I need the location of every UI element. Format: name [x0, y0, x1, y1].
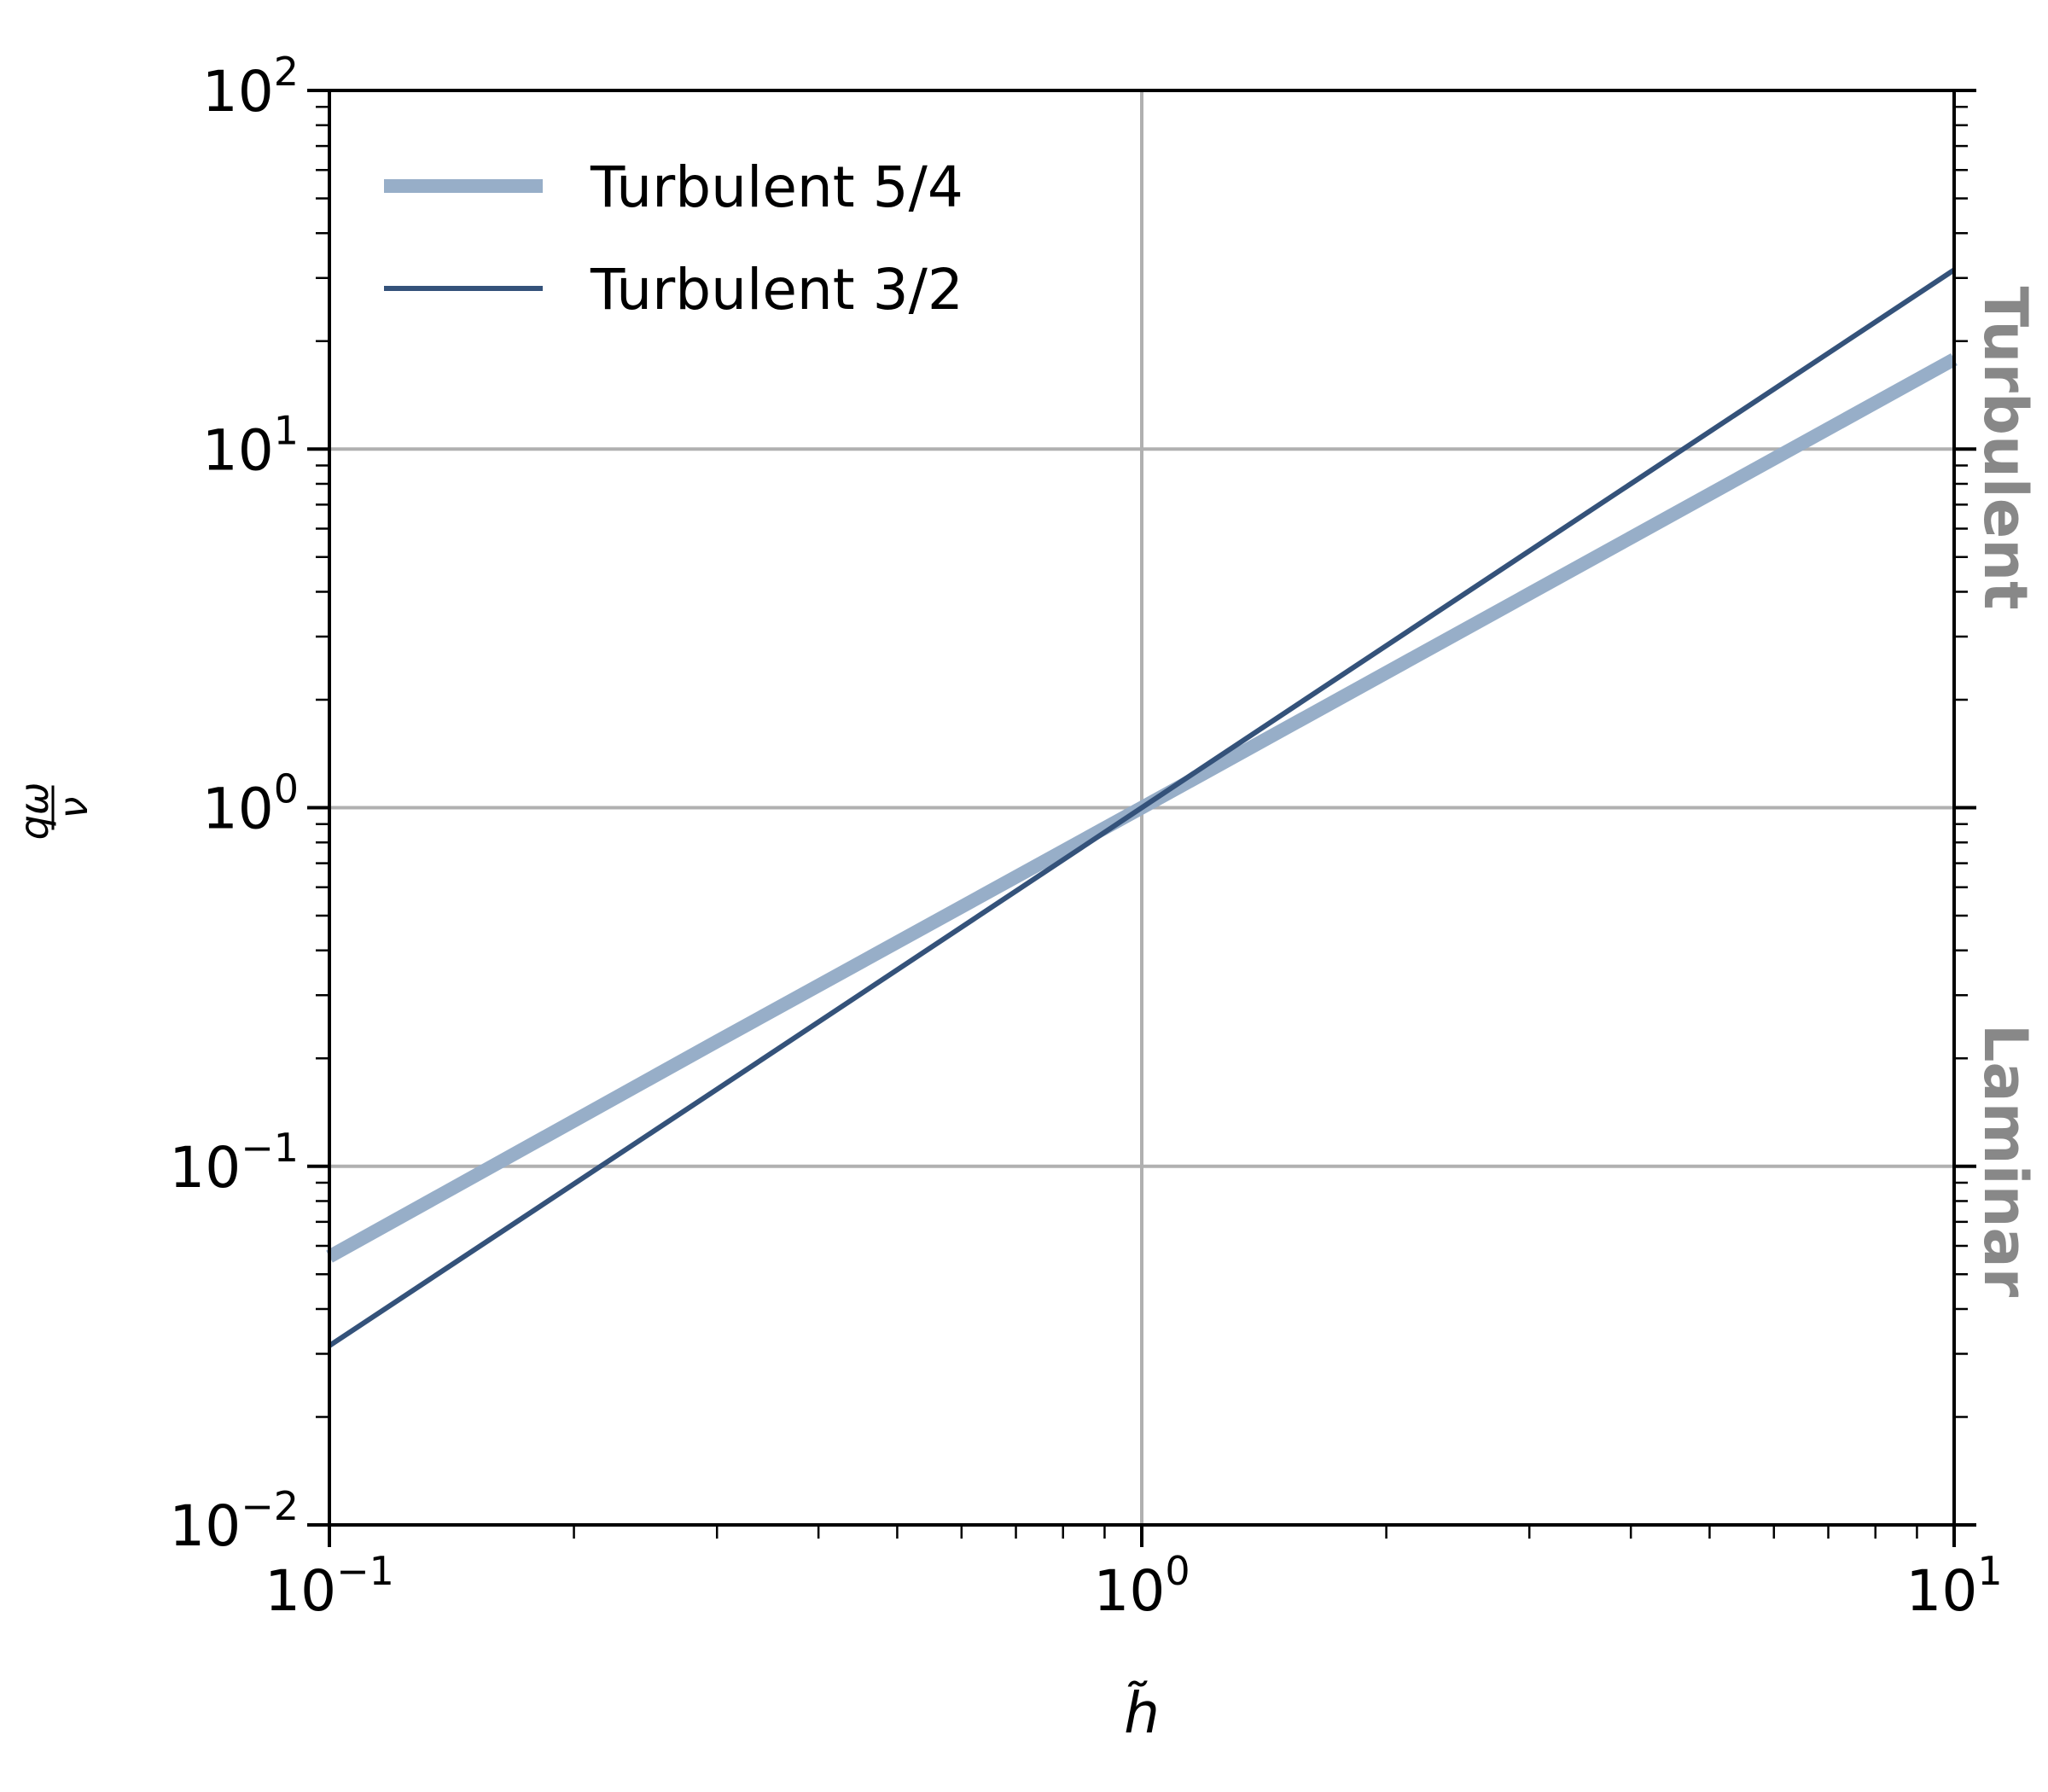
x-tick-label: 101	[1905, 1548, 2002, 1624]
series-line-turbulent-3-2	[328, 267, 1956, 1348]
y-tick-label: 101	[202, 407, 299, 483]
y-axis-label-numerator: qω	[11, 783, 57, 841]
annotation-laminar: Laminar	[1970, 1024, 2040, 1298]
y-tick-label: 10−2	[169, 1483, 299, 1559]
y-axis-label: qω ν	[11, 783, 96, 841]
x-tick-label: 100	[1093, 1548, 1190, 1624]
annotation-turbulent: Turbulent	[1970, 286, 2040, 609]
y-tick-label: 10−1	[169, 1125, 299, 1201]
x-tick-label: 10−1	[265, 1548, 394, 1624]
y-tick-label: 102	[202, 49, 299, 125]
y-axis-label-denominator: ν	[50, 797, 96, 819]
legend-label-turbulent-3-2: Turbulent 3/2	[590, 257, 963, 323]
legend-label-turbulent-5-4: Turbulent 5/4	[590, 154, 963, 220]
y-tick-label: 100	[202, 766, 299, 842]
legend: Turbulent 5/4 Turbulent 3/2	[384, 154, 963, 323]
ticks	[307, 89, 1976, 1547]
series-layer	[326, 267, 1958, 1348]
x-axis-label: h̃	[1124, 1680, 1160, 1746]
